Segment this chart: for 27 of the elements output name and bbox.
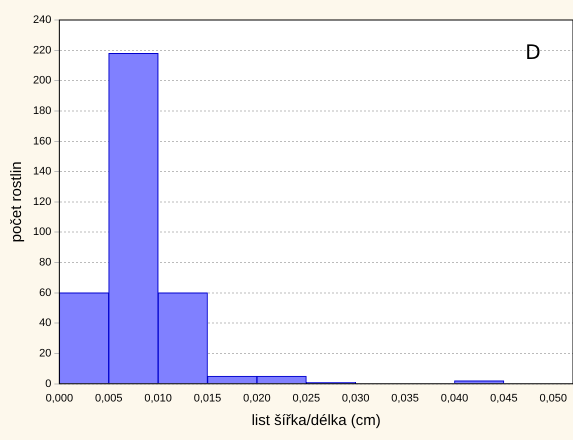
- x-tick-label: 0,020: [243, 392, 271, 404]
- x-tick-label: 0,045: [490, 392, 518, 404]
- annotation: D: [525, 40, 541, 64]
- x-tick-label: 0,040: [440, 392, 468, 404]
- y-tick-label: 20: [39, 348, 52, 360]
- x-tick-label: 0,050: [539, 392, 568, 404]
- y-tick-label: 0: [45, 378, 52, 390]
- y-tick-label: 240: [32, 14, 52, 26]
- y-tick-label: 40: [39, 317, 52, 330]
- y-tick-label: 120: [32, 196, 52, 208]
- x-tick-label: 0,035: [391, 392, 419, 404]
- x-tick-label: 0,010: [144, 392, 172, 404]
- y-tick-label: 140: [32, 166, 52, 178]
- x-tick-label: 0,030: [342, 392, 370, 404]
- y-tick-label: 160: [32, 135, 52, 148]
- y-axis-title: počet rostlin: [8, 161, 26, 242]
- y-tick-label: 180: [32, 104, 52, 117]
- x-tick-label: 0,000: [46, 392, 74, 404]
- x-tick-label: 0,025: [292, 392, 320, 404]
- y-tick-label: 220: [32, 44, 52, 56]
- x-tick-label: 0,015: [194, 392, 222, 404]
- y-tick-label: 200: [32, 74, 52, 87]
- x-tick-label: 0,005: [94, 392, 123, 404]
- y-tick-label: 80: [39, 256, 52, 269]
- y-tick-label: 60: [39, 286, 52, 299]
- x-axis-title: list šířka/délka (cm): [252, 412, 381, 430]
- y-tick-label: 100: [32, 226, 52, 238]
